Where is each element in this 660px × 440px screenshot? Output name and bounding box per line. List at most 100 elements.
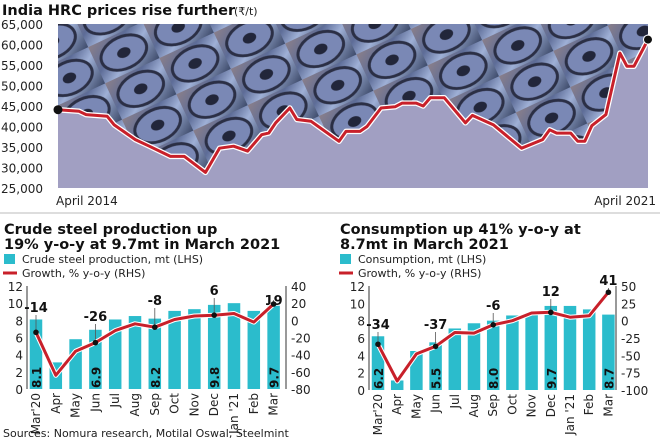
legend-bar-swatch (340, 254, 351, 264)
right-axis-tick: -25 (621, 332, 641, 346)
growth-value-label: 12 (542, 285, 560, 300)
growth-value-label: -8 (148, 294, 162, 309)
bar-value-label: 6.2 (372, 368, 386, 389)
bar (563, 305, 577, 390)
x-tick-label: Mar'20 (29, 393, 43, 434)
bar-value-label: 8.0 (487, 368, 501, 389)
y-tick-label: 55,000 (1, 59, 43, 73)
x-tick-label: Apr (390, 394, 404, 415)
left-axis-tick: 10 (8, 297, 23, 311)
bar (108, 319, 122, 389)
x-tick-label: May (69, 393, 83, 418)
right-axis-tick: 40 (291, 280, 306, 294)
bar-value-label: 8.1 (30, 367, 44, 388)
x-tick-label: Oct (168, 393, 182, 414)
start-point (53, 105, 63, 115)
growth-point (490, 322, 497, 328)
growth-value-label: -6 (486, 299, 500, 314)
x-tick-label: Apr (49, 393, 63, 414)
hrc-price-chart: 25,000 30,000 35,000 40,000 45,000 50,000 55,0… (1, 18, 653, 196)
left-axis-tick: 4 (15, 349, 23, 363)
x-tick-label: Oct (505, 394, 519, 415)
growth-value-label: -14 (24, 301, 48, 316)
bar-value-label: 9.7 (545, 368, 559, 389)
right-legend-line: Growth, % y-o-y (RHS) (358, 267, 481, 280)
bar (168, 310, 181, 389)
top-chart-title: India HRC prices rise further (2, 3, 236, 19)
growth-value-label: 41 (599, 274, 617, 289)
bar (247, 310, 261, 389)
bar (390, 380, 404, 390)
bar-value-label: 5.5 (430, 368, 444, 389)
x-tick-label: Jul (448, 394, 462, 409)
y-tick-label: 65,000 (1, 18, 43, 32)
y-tick-label: 60,000 (1, 39, 43, 53)
x-tick-label: Jun (88, 393, 102, 413)
consumption-chart: 0 2 4 6 8 10 12 -100 -75 -50 -25 0 25 50 6.2 5.5 8.0 9.7 8… (350, 274, 649, 436)
price-line (57, 38, 650, 174)
left-axis-tick: 0 (357, 384, 365, 398)
left-axis-tick: 10 (350, 297, 365, 311)
growth-point (548, 309, 554, 316)
bar (429, 342, 442, 390)
bar (148, 318, 162, 389)
x-tick-label: Jun (429, 394, 443, 414)
bar (544, 305, 558, 390)
x-tick-label: Sep (148, 393, 162, 416)
left-axis-tick: 2 (15, 366, 23, 380)
bar (448, 328, 462, 390)
bar (602, 314, 615, 390)
x-tick-label: Nov (525, 394, 539, 417)
bar (506, 315, 519, 390)
x-end-label: April 2021 (594, 194, 656, 208)
bar-value-label: 9.8 (208, 367, 222, 388)
price-area (58, 39, 648, 188)
growth-value-label: -37 (424, 318, 448, 333)
bar (227, 303, 241, 389)
left-axis-tick: 12 (8, 280, 23, 294)
growth-value-label: 6 (210, 284, 219, 299)
growth-point (211, 312, 217, 318)
crude-steel-production-chart: 0 2 4 6 8 10 12 -80 -60 -40 -20 0 20 40 8.1 6.9 8.2 9.8 9.… (8, 280, 311, 435)
right-axis-tick: -80 (291, 383, 311, 397)
bar-value-label: 6.9 (89, 367, 103, 388)
x-tick-label: May (409, 394, 423, 419)
growth-point (605, 289, 612, 296)
x-tick-label: Dec (207, 393, 221, 416)
source-note: Sources: Nomura research, Motilal Oswal,… (3, 427, 289, 440)
right-heading-line2: 8.7mt in March 2021 (340, 237, 509, 253)
right-axis-tick: -100 (621, 384, 648, 398)
left-axis-tick: 8 (357, 315, 365, 329)
left-axis-tick: 2 (357, 367, 365, 381)
y-tick-label: 45,000 (1, 100, 43, 114)
left-heading-line2: 19% y-o-y at 9.7mt in March 2021 (4, 237, 280, 253)
right-axis-tick: -40 (291, 349, 311, 363)
left-axis-tick: 4 (357, 349, 365, 363)
bar-value-label: 8.7 (602, 368, 616, 389)
left-legend-bar: Crude steel production, mt (LHS) (22, 253, 203, 266)
bar (582, 309, 596, 390)
bar-value-label: 9.7 (268, 367, 282, 388)
x-tick-label: Aug (467, 394, 481, 417)
x-tick-label: Jul (108, 393, 122, 408)
left-axis-tick: 6 (15, 332, 23, 346)
x-tick-label: Feb (582, 394, 596, 415)
growth-point (375, 341, 381, 348)
right-axis-tick: -20 (291, 332, 311, 346)
growth-point (432, 343, 439, 350)
growth-value-label: -26 (84, 310, 108, 325)
right-axis-tick: 25 (621, 297, 636, 311)
left-legend-line: Growth, % y-o-y (RHS) (22, 267, 145, 280)
bar (188, 309, 201, 389)
top-chart-unit: (₹/t) (234, 5, 258, 18)
left-axis-tick: 8 (15, 314, 23, 328)
legend-bar-swatch (4, 254, 15, 264)
left-axis-tick: 6 (357, 332, 365, 346)
right-axis-tick: 0 (621, 315, 629, 329)
x-tick-label: Feb (247, 393, 261, 414)
y-tick-label: 35,000 (1, 141, 43, 155)
x-tick-label: Jan '21 (227, 393, 241, 435)
x-tick-label: Mar (601, 394, 615, 417)
x-tick-label: Mar'20 (371, 394, 385, 435)
